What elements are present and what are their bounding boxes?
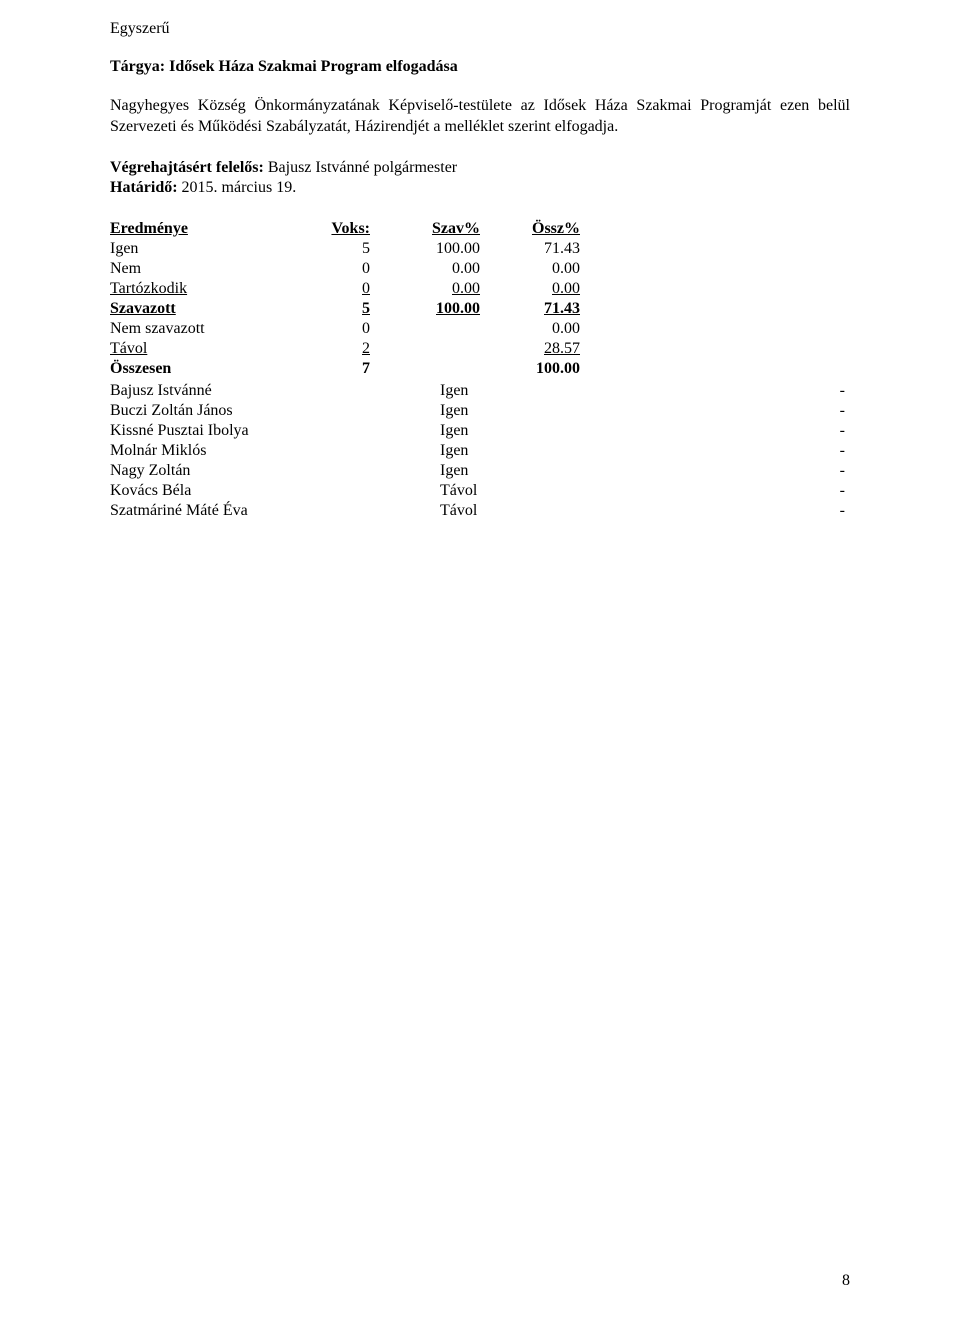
table-cell: Nem <box>110 259 290 279</box>
table-cell: 0.00 <box>480 319 580 339</box>
person-vote-cell: Távol <box>440 481 530 501</box>
table-cell: 0 <box>290 279 370 299</box>
persons-table: Bajusz IstvánnéIgen-Buczi Zoltán JánosIg… <box>110 381 845 521</box>
table-cell: 100.00 <box>370 239 480 259</box>
person-dash-cell: - <box>530 501 845 521</box>
person-name-cell: Kovács Béla <box>110 481 440 501</box>
person-vote-cell: Igen <box>440 421 530 441</box>
table-cell <box>370 339 480 359</box>
person-vote-cell: Igen <box>440 461 530 481</box>
table-cell: 0.00 <box>480 279 580 299</box>
table-row: Nem00.000.00 <box>110 259 580 279</box>
table-cell: 5 <box>290 239 370 259</box>
table-cell <box>370 359 480 379</box>
table-cell: Távol <box>110 339 290 359</box>
page-number: 8 <box>842 1272 850 1290</box>
person-dash-cell: - <box>530 421 845 441</box>
table-cell: 0.00 <box>370 259 480 279</box>
person-name-cell: Szatmáriné Máté Éva <box>110 501 440 521</box>
body-paragraph: Nagyhegyes Község Önkormányzatának Képvi… <box>110 96 850 138</box>
table-row: Nem szavazott0 0.00 <box>110 319 580 339</box>
document-subject: Tárgya: Idősek Háza Szakmai Program elfo… <box>110 58 850 76</box>
table-cell: 100.00 <box>370 299 480 319</box>
person-vote-cell: Igen <box>440 441 530 461</box>
table-header-cell: Eredménye <box>110 219 290 239</box>
table-row: Buczi Zoltán JánosIgen- <box>110 401 845 421</box>
table-row: Szavazott5100.0071.43 <box>110 299 580 319</box>
table-cell: 2 <box>290 339 370 359</box>
table-cell: 0 <box>290 319 370 339</box>
subject-text: Idősek Háza Szakmai Program elfogadása <box>169 58 458 75</box>
table-cell: Tartózkodik <box>110 279 290 299</box>
responsible-name: Bajusz Istvánné polgármester <box>268 159 457 176</box>
table-cell <box>370 319 480 339</box>
deadline-value: 2015. március 19. <box>182 179 297 196</box>
table-header-cell: Össz% <box>480 219 580 239</box>
person-name-cell: Bajusz Istvánné <box>110 381 440 401</box>
table-row: Kovács BélaTávol- <box>110 481 845 501</box>
table-row: Kissné Pusztai IbolyaIgen- <box>110 421 845 441</box>
person-vote-cell: Távol <box>440 501 530 521</box>
results-table: EredményeVoks:Szav%Össz%Igen5100.0071.43… <box>110 219 580 379</box>
table-cell: 5 <box>290 299 370 319</box>
table-row: Távol2 28.57 <box>110 339 580 359</box>
table-cell: 0.00 <box>480 259 580 279</box>
table-header-row: EredményeVoks:Szav%Össz% <box>110 219 580 239</box>
person-name-cell: Kissné Pusztai Ibolya <box>110 421 440 441</box>
table-cell: 0 <box>290 259 370 279</box>
table-row: Igen5100.0071.43 <box>110 239 580 259</box>
deadline-label: Határidő: <box>110 179 178 196</box>
table-row: Molnár MiklósIgen- <box>110 441 845 461</box>
person-vote-cell: Igen <box>440 381 530 401</box>
document-type: Egyszerű <box>110 20 850 38</box>
table-cell: 28.57 <box>480 339 580 359</box>
person-dash-cell: - <box>530 441 845 461</box>
table-row: Tartózkodik00.000.00 <box>110 279 580 299</box>
table-row: Összesen7 100.00 <box>110 359 580 379</box>
person-dash-cell: - <box>530 461 845 481</box>
table-header-cell: Voks: <box>290 219 370 239</box>
responsible-label: Végrehajtásért felelős: <box>110 159 264 176</box>
table-cell: Igen <box>110 239 290 259</box>
person-dash-cell: - <box>530 381 845 401</box>
table-cell: Összesen <box>110 359 290 379</box>
table-cell: 71.43 <box>480 299 580 319</box>
table-cell: 7 <box>290 359 370 379</box>
table-row: Szatmáriné Máté ÉvaTávol- <box>110 501 845 521</box>
person-dash-cell: - <box>530 481 845 501</box>
table-row: Bajusz IstvánnéIgen- <box>110 381 845 401</box>
person-name-cell: Molnár Miklós <box>110 441 440 461</box>
subject-label: Tárgya: <box>110 58 165 75</box>
person-dash-cell: - <box>530 401 845 421</box>
person-vote-cell: Igen <box>440 401 530 421</box>
table-cell: 100.00 <box>480 359 580 379</box>
table-cell: 0.00 <box>370 279 480 299</box>
responsibility-block: Végrehajtásért felelős: Bajusz Istvánné … <box>110 158 850 200</box>
person-name-cell: Buczi Zoltán János <box>110 401 440 421</box>
table-row: Nagy ZoltánIgen- <box>110 461 845 481</box>
table-cell: 71.43 <box>480 239 580 259</box>
person-name-cell: Nagy Zoltán <box>110 461 440 481</box>
table-header-cell: Szav% <box>370 219 480 239</box>
table-cell: Szavazott <box>110 299 290 319</box>
table-cell: Nem szavazott <box>110 319 290 339</box>
